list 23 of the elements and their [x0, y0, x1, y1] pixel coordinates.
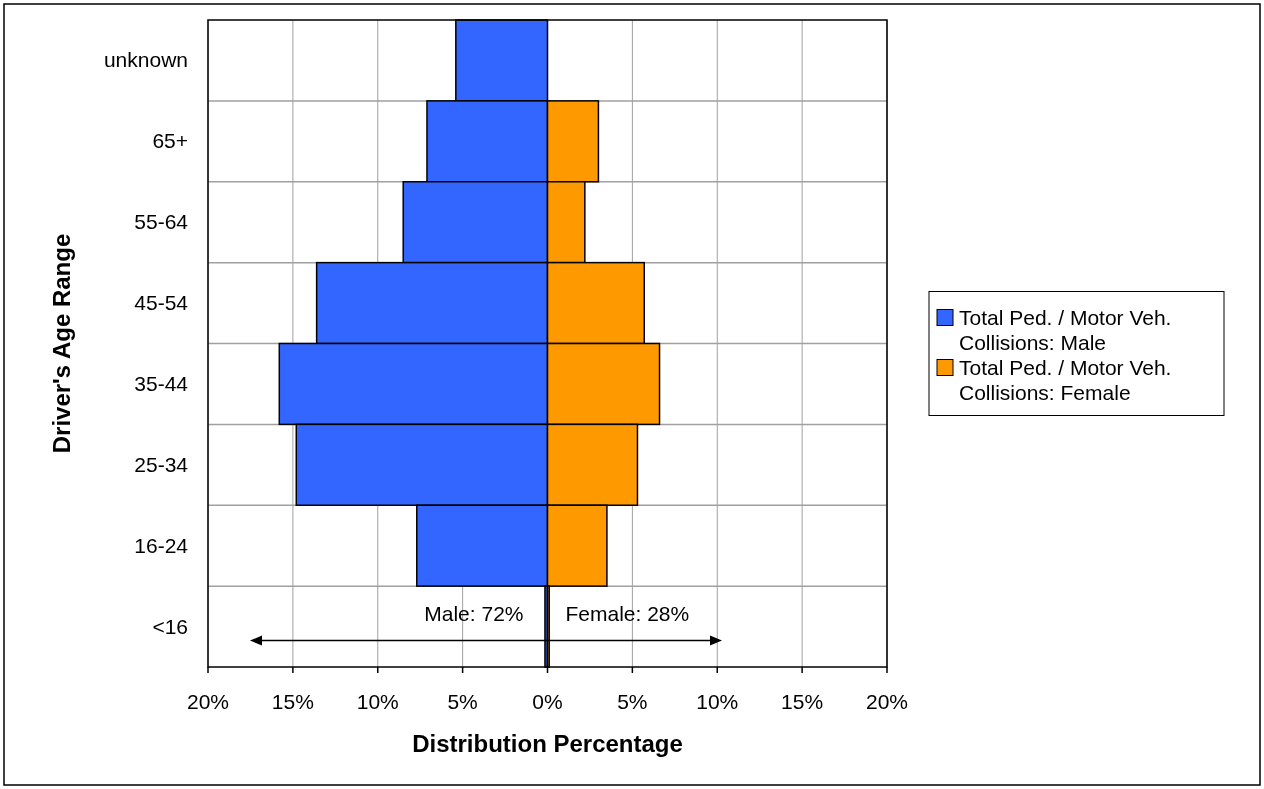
x-tick-label: 5%: [447, 690, 478, 713]
x-axis-title: Distribution Percentage: [412, 730, 683, 757]
x-tick-label: 0%: [532, 690, 563, 713]
x-tick-label: 10%: [696, 690, 739, 713]
x-tick-label: 15%: [781, 690, 824, 713]
y-tick-label: <16: [152, 614, 188, 638]
x-tick-label: 10%: [356, 690, 399, 713]
x-tick-label: 15%: [271, 690, 314, 713]
y-tick-label: 35-44: [134, 371, 189, 395]
legend-label: Total Ped. / Motor Veh. Collisions: Female: [959, 355, 1172, 404]
y-tick-label: 25-34: [134, 452, 189, 476]
x-tick-label: 5%: [617, 690, 648, 713]
y-tick-label: 55-64: [134, 210, 189, 234]
y-tick-label: 65+: [152, 129, 188, 153]
annotation: Male: 72%: [424, 601, 524, 625]
annotation: Female: 28%: [565, 601, 690, 625]
x-tick-label: 20%: [865, 690, 909, 713]
legend-label: Total Ped. / Motor Veh. Collisions: Male: [959, 305, 1172, 354]
y-axis-title: Driver's Age Range: [48, 233, 75, 454]
x-tick-label: 20%: [186, 690, 230, 713]
y-tick-label: 45-54: [134, 291, 189, 315]
y-tick-label: 16-24: [134, 533, 189, 557]
y-tick-label: unknown: [103, 48, 188, 72]
